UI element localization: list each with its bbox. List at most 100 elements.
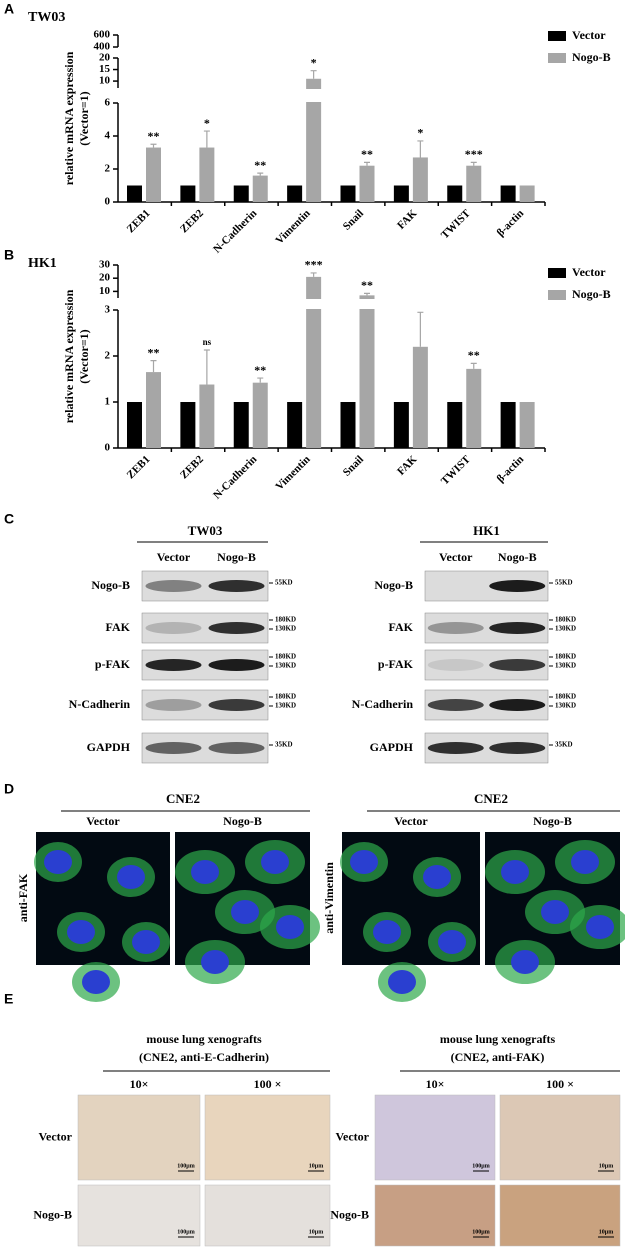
size-marker: 180KD xyxy=(275,653,296,661)
ihc-image xyxy=(204,1094,331,1181)
cell-nucleus xyxy=(261,850,289,874)
cell-nucleus xyxy=(423,865,451,889)
cell-nucleus xyxy=(44,850,72,874)
x-tick-label: Vimentin xyxy=(273,207,312,246)
x-tick-label: FAK xyxy=(395,207,420,232)
xeno-row-label: Nogo-B xyxy=(330,1207,369,1221)
axis-break xyxy=(119,89,546,102)
blot-band xyxy=(145,699,202,711)
bar xyxy=(287,402,303,448)
y-axis-label: relative mRNA expression xyxy=(62,289,76,423)
blot-group-title: HK1 xyxy=(473,523,500,538)
bar xyxy=(500,402,516,448)
bar xyxy=(500,185,516,202)
significance: ** xyxy=(254,158,266,172)
bar xyxy=(287,185,303,202)
error-bar xyxy=(310,70,317,79)
size-marker: 130KD xyxy=(275,625,296,633)
y-tick-label: 15 xyxy=(99,63,111,75)
error-bar xyxy=(364,292,370,296)
significance: ** xyxy=(361,147,373,161)
bar xyxy=(412,346,428,448)
if-title: CNE2 xyxy=(474,791,508,806)
size-marker: 35KD xyxy=(275,741,293,749)
scale-bar-label: 10μm xyxy=(599,1163,613,1169)
error-bar xyxy=(257,377,264,383)
bar xyxy=(519,402,535,448)
legend-label: Vector xyxy=(572,265,606,279)
blot-band xyxy=(489,659,546,671)
significance: ** xyxy=(148,129,160,143)
error-bar xyxy=(150,143,157,148)
scale-bar-label: 100μm xyxy=(472,1229,489,1235)
blot-band xyxy=(145,622,202,634)
bar xyxy=(466,165,482,202)
if-column-label: Nogo-B xyxy=(223,814,262,828)
panel-label: B xyxy=(4,247,14,263)
x-tick-label: ZEB2 xyxy=(178,207,206,235)
stain-label: anti-FAK xyxy=(16,873,30,922)
significance: ** xyxy=(148,345,160,359)
blot-band xyxy=(208,580,265,592)
panel-label: D xyxy=(4,781,14,797)
x-tick-label: ZEB1 xyxy=(125,453,153,481)
significance: ** xyxy=(468,348,480,362)
x-tick-label: N-Cadherin xyxy=(211,207,259,255)
ihc-image xyxy=(77,1184,201,1247)
size-marker: 130KD xyxy=(555,662,576,670)
bar xyxy=(393,402,409,448)
blot-row-label: Nogo-B xyxy=(374,578,413,592)
bar xyxy=(146,147,161,202)
x-tick-label: Snail xyxy=(341,207,366,232)
x-tick-label: Vimentin xyxy=(273,453,312,492)
size-marker: 130KD xyxy=(555,625,576,633)
cell-nucleus xyxy=(541,900,569,924)
x-tick-label: TWIST xyxy=(439,453,473,487)
y-tick-label: 30 xyxy=(99,259,111,271)
y-tick-label: 0 xyxy=(105,442,111,454)
cell-nucleus xyxy=(191,860,219,884)
xeno-subtitle: (CNE2, anti-E-Cadherin) xyxy=(139,1050,269,1064)
bar xyxy=(233,185,249,202)
xeno-column-label: 100 × xyxy=(546,1077,574,1091)
size-marker: 180KD xyxy=(555,653,576,661)
cell-nucleus xyxy=(67,920,95,944)
xeno-row-label: Vector xyxy=(38,1129,72,1143)
error-bar xyxy=(257,172,264,176)
bar xyxy=(447,402,463,448)
blot-row-label: N-Cadherin xyxy=(352,697,414,711)
blot-band xyxy=(427,699,484,711)
x-tick-label: β-actin xyxy=(495,207,527,239)
bar xyxy=(359,295,375,448)
x-tick-label: N-Cadherin xyxy=(211,453,259,501)
legend-swatch xyxy=(548,53,566,63)
y-axis-label: (Vector=1) xyxy=(77,91,91,145)
cell-nucleus xyxy=(388,970,416,994)
xeno-row-label: Vector xyxy=(335,1129,369,1143)
size-marker: 130KD xyxy=(555,702,576,710)
ihc-image xyxy=(499,1094,621,1181)
xeno-row-label: Nogo-B xyxy=(33,1207,72,1221)
lane-label: Nogo-B xyxy=(498,550,537,564)
blot-band xyxy=(145,742,202,754)
blot-band xyxy=(489,742,546,754)
blot-row-label: FAK xyxy=(389,620,414,634)
ihc-image xyxy=(77,1094,201,1181)
significance: * xyxy=(417,126,423,140)
ihc-image xyxy=(374,1094,496,1181)
y-tick-label: 10 xyxy=(99,75,111,87)
blot-row-label: N-Cadherin xyxy=(69,697,131,711)
stain-label: anti-Vimentin xyxy=(322,862,336,934)
bar xyxy=(340,185,356,202)
significance: *** xyxy=(465,147,483,161)
xeno-title: mouse lung xenografts xyxy=(440,1032,556,1046)
ihc-image xyxy=(204,1184,331,1247)
y-tick-label: 20 xyxy=(99,52,111,64)
legend-label: Nogo-B xyxy=(572,287,611,301)
ihc-image xyxy=(374,1184,496,1247)
xeno-column-label: 10× xyxy=(426,1077,445,1091)
significance: ns xyxy=(203,337,212,347)
error-bar xyxy=(470,161,477,166)
bar xyxy=(306,276,322,448)
